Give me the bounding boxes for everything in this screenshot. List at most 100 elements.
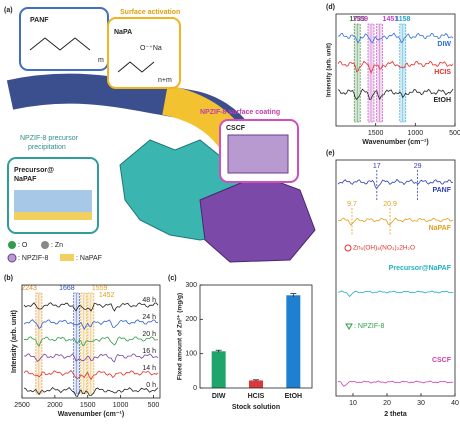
spectrum (337, 178, 453, 190)
label: NPZIF-8 surface coating (200, 109, 280, 116)
series-label: 0 h (146, 382, 156, 389)
zn-icon (41, 241, 49, 249)
plot-frame (199, 284, 313, 389)
spectrum (23, 387, 159, 398)
y-tick-label: 300 (185, 282, 197, 289)
peak-label: 2243 (21, 285, 37, 292)
label: Surface activation (120, 9, 180, 16)
x-axis-label: Wavenumber (cm⁻¹) (58, 411, 124, 418)
series-label: 24 h (142, 314, 156, 321)
panel-label: (e) (326, 150, 335, 157)
peak-label: 20.9 (383, 201, 397, 208)
x-tick-label: 500 (449, 130, 460, 137)
peak-label: 1559 (92, 285, 108, 292)
legend-entry: : Zn (51, 242, 63, 249)
x-tick-label: 1000 (113, 402, 129, 409)
peak-label: 1559 (352, 16, 368, 23)
spectrum (23, 319, 158, 330)
x-tick-label: 1500 (80, 402, 96, 409)
bar (286, 295, 301, 388)
peak-label: 17 (373, 163, 381, 170)
spectrum (23, 353, 159, 363)
y-axis-label: Intensity (arb. unit) (11, 310, 18, 373)
legend-entry: : NaPAF (76, 255, 102, 262)
spectrum (337, 32, 454, 44)
peak-label: 1733 (349, 16, 365, 23)
x-tick-label: DIW (212, 393, 226, 400)
series-label: HCIS (434, 69, 451, 76)
legend-entry: : O (18, 242, 28, 249)
panf-structure (29, 37, 91, 51)
panel-label: (c) (168, 275, 177, 282)
plot-frame (335, 159, 456, 397)
pattern-label: CSCF (432, 357, 452, 364)
series-label: EtOH (434, 97, 452, 104)
series-label: 20 h (142, 331, 156, 338)
x-tick-label: 1000 (408, 130, 424, 137)
pattern-label: Precursor@NaPAF (389, 265, 452, 272)
label: precipitation (28, 144, 66, 151)
schematic: (a) PANF m Surface activation NaPA O⁻⁺Na… (2, 2, 320, 268)
spectrum (23, 369, 159, 381)
label: O⁻⁺Na (140, 45, 162, 52)
x-tick-label: 40 (451, 400, 459, 407)
peak-label: 29 (414, 163, 422, 170)
napa-structure (117, 61, 155, 73)
label: Precursor@ (14, 167, 54, 174)
spectrum (337, 217, 454, 226)
napa-box (107, 17, 181, 89)
precursor-particles (14, 190, 92, 212)
x-axis-label: 2 theta (384, 411, 407, 418)
x-tick-label: EtOH (285, 393, 303, 400)
phase-marker (344, 244, 352, 252)
peak-label: 1158 (395, 16, 410, 23)
pattern-label: PANF (432, 187, 451, 194)
plot-frame (335, 13, 456, 127)
x-tick-label: 30 (417, 400, 425, 407)
phase-label: Zn₅(OH)₈(NO₃)₂2H₂O (353, 245, 415, 252)
y-tick-label: 200 (185, 316, 197, 323)
legend-entry: : NPZIF-8 (18, 255, 48, 262)
peak-label: 1451 (383, 16, 399, 23)
y-axis-label: Fixed amount of Zn²⁺ (mg/g) (177, 293, 184, 380)
x-tick-label: HCIS (248, 393, 265, 400)
napaf-layer (14, 212, 92, 220)
label: NaPA (114, 29, 132, 36)
zif-icon (7, 253, 17, 263)
spectrum (337, 380, 454, 387)
spectrum (23, 336, 159, 347)
napaf-icon (60, 254, 74, 261)
x-tick-label: 1500 (368, 130, 384, 137)
panel-label: (d) (326, 4, 335, 11)
y-tick-label: 100 (185, 351, 197, 358)
label: PANF (30, 17, 49, 24)
label: NPZIF-8 precursor (20, 135, 79, 142)
spectrum (337, 88, 454, 101)
label: CSCF (226, 125, 246, 132)
y-axis-label: Intensity (arb. unit) (327, 43, 333, 97)
o-icon (8, 241, 16, 249)
x-tick-label: 2500 (14, 402, 30, 409)
peak-label: 1668 (59, 285, 75, 292)
label: n+m (158, 77, 172, 84)
phase-label: : NPZIF-8 (354, 323, 384, 330)
phase-marker (345, 323, 353, 330)
y-tick-label: 0 (193, 385, 197, 392)
pattern-label: NaPAF (429, 225, 452, 232)
series-label: 14 h (142, 365, 156, 372)
spectrum (23, 302, 159, 312)
x-tick-label: 2000 (47, 402, 63, 409)
x-tick-label: 500 (148, 402, 160, 409)
series-label: 48 h (142, 297, 156, 304)
panel-label: (b) (4, 275, 13, 282)
bar (211, 351, 226, 388)
panel-label: (a) (4, 7, 13, 14)
peak-label: 1452 (99, 292, 115, 299)
x-tick-label: 20 (383, 400, 391, 407)
bar (249, 380, 263, 388)
spectrum (337, 60, 454, 74)
series-label: 16 h (142, 348, 156, 355)
label: m (98, 57, 104, 64)
peak-label: 9.7 (347, 201, 357, 208)
